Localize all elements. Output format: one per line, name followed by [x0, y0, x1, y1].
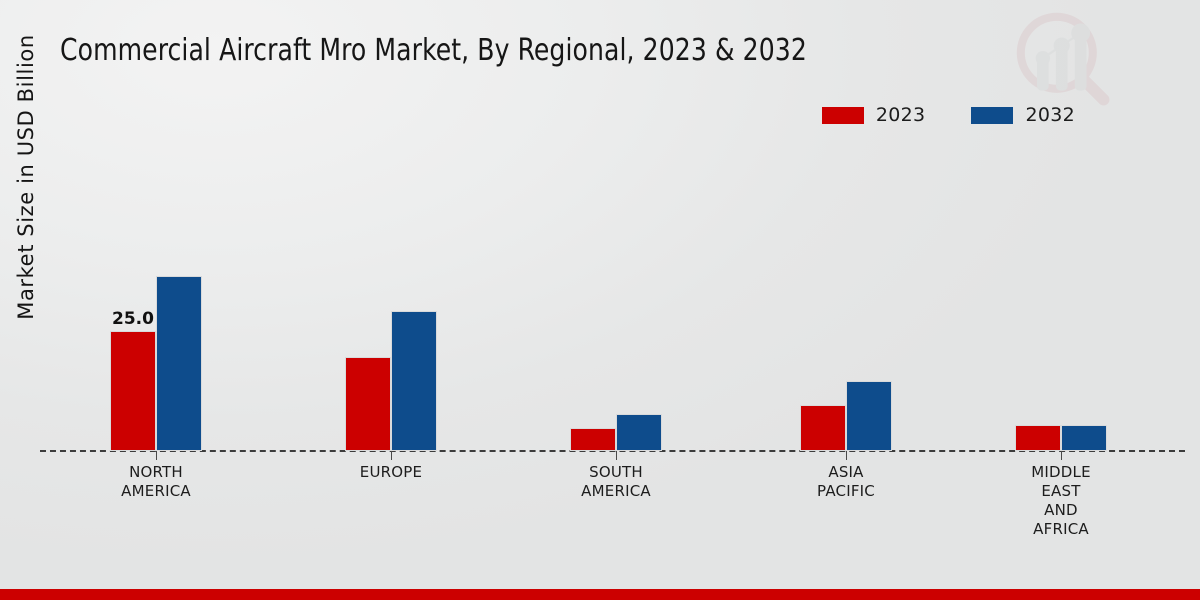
y-axis-title: Market Size in USD Billion — [14, 34, 38, 320]
legend-label-2032: 2032 — [1025, 104, 1075, 126]
x-axis-category-label: SOUTH AMERICA — [581, 463, 651, 500]
plot-area: 25.0 NORTH AMERICA EUROPE SOUTH AMERICA ASIA PA… — [40, 150, 1200, 538]
bar-2023[interactable] — [800, 404, 846, 451]
legend-label-2023: 2023 — [875, 104, 926, 126]
x-axis-tick — [391, 451, 392, 460]
bar-2032[interactable] — [1061, 425, 1107, 451]
x-axis-tick — [616, 451, 617, 460]
x-axis-tick — [846, 451, 847, 460]
bar-2032[interactable] — [156, 275, 202, 451]
bar-value-label: 25.0 — [112, 309, 154, 329]
bar-2032[interactable] — [391, 310, 437, 451]
chart-title: Commercial Aircraft Mro Market, By Regio… — [60, 33, 807, 68]
magnifier-bar-chart-logo-icon — [1010, 6, 1118, 114]
legend-swatch-2032 — [971, 106, 1014, 124]
bar-2023[interactable]: 25.0 — [110, 309, 156, 451]
bottom-accent-band — [0, 589, 1200, 600]
bar-2032[interactable] — [616, 414, 662, 451]
legend-swatch-2023 — [821, 106, 864, 124]
bar-2032[interactable] — [846, 380, 892, 451]
x-axis-tick — [1061, 451, 1062, 460]
legend-item-2032[interactable]: 2032 — [971, 104, 1075, 126]
x-axis-baseline — [40, 450, 1185, 452]
legend-item-2023[interactable]: 2023 — [821, 104, 926, 126]
x-axis-category-label: MIDDLE EAST AND AFRICA — [1031, 463, 1091, 538]
x-axis-category-label: EUROPE — [359, 463, 423, 481]
bar-2023[interactable] — [345, 356, 391, 451]
bar-2023[interactable] — [1015, 425, 1061, 451]
x-axis-category-label: NORTH AMERICA — [121, 463, 191, 500]
x-axis-tick — [156, 451, 157, 460]
x-axis-category-label: ASIA PACIFIC — [817, 463, 875, 500]
chart-legend: 2023 2032 — [821, 103, 1075, 127]
bar-2023[interactable] — [570, 427, 616, 451]
